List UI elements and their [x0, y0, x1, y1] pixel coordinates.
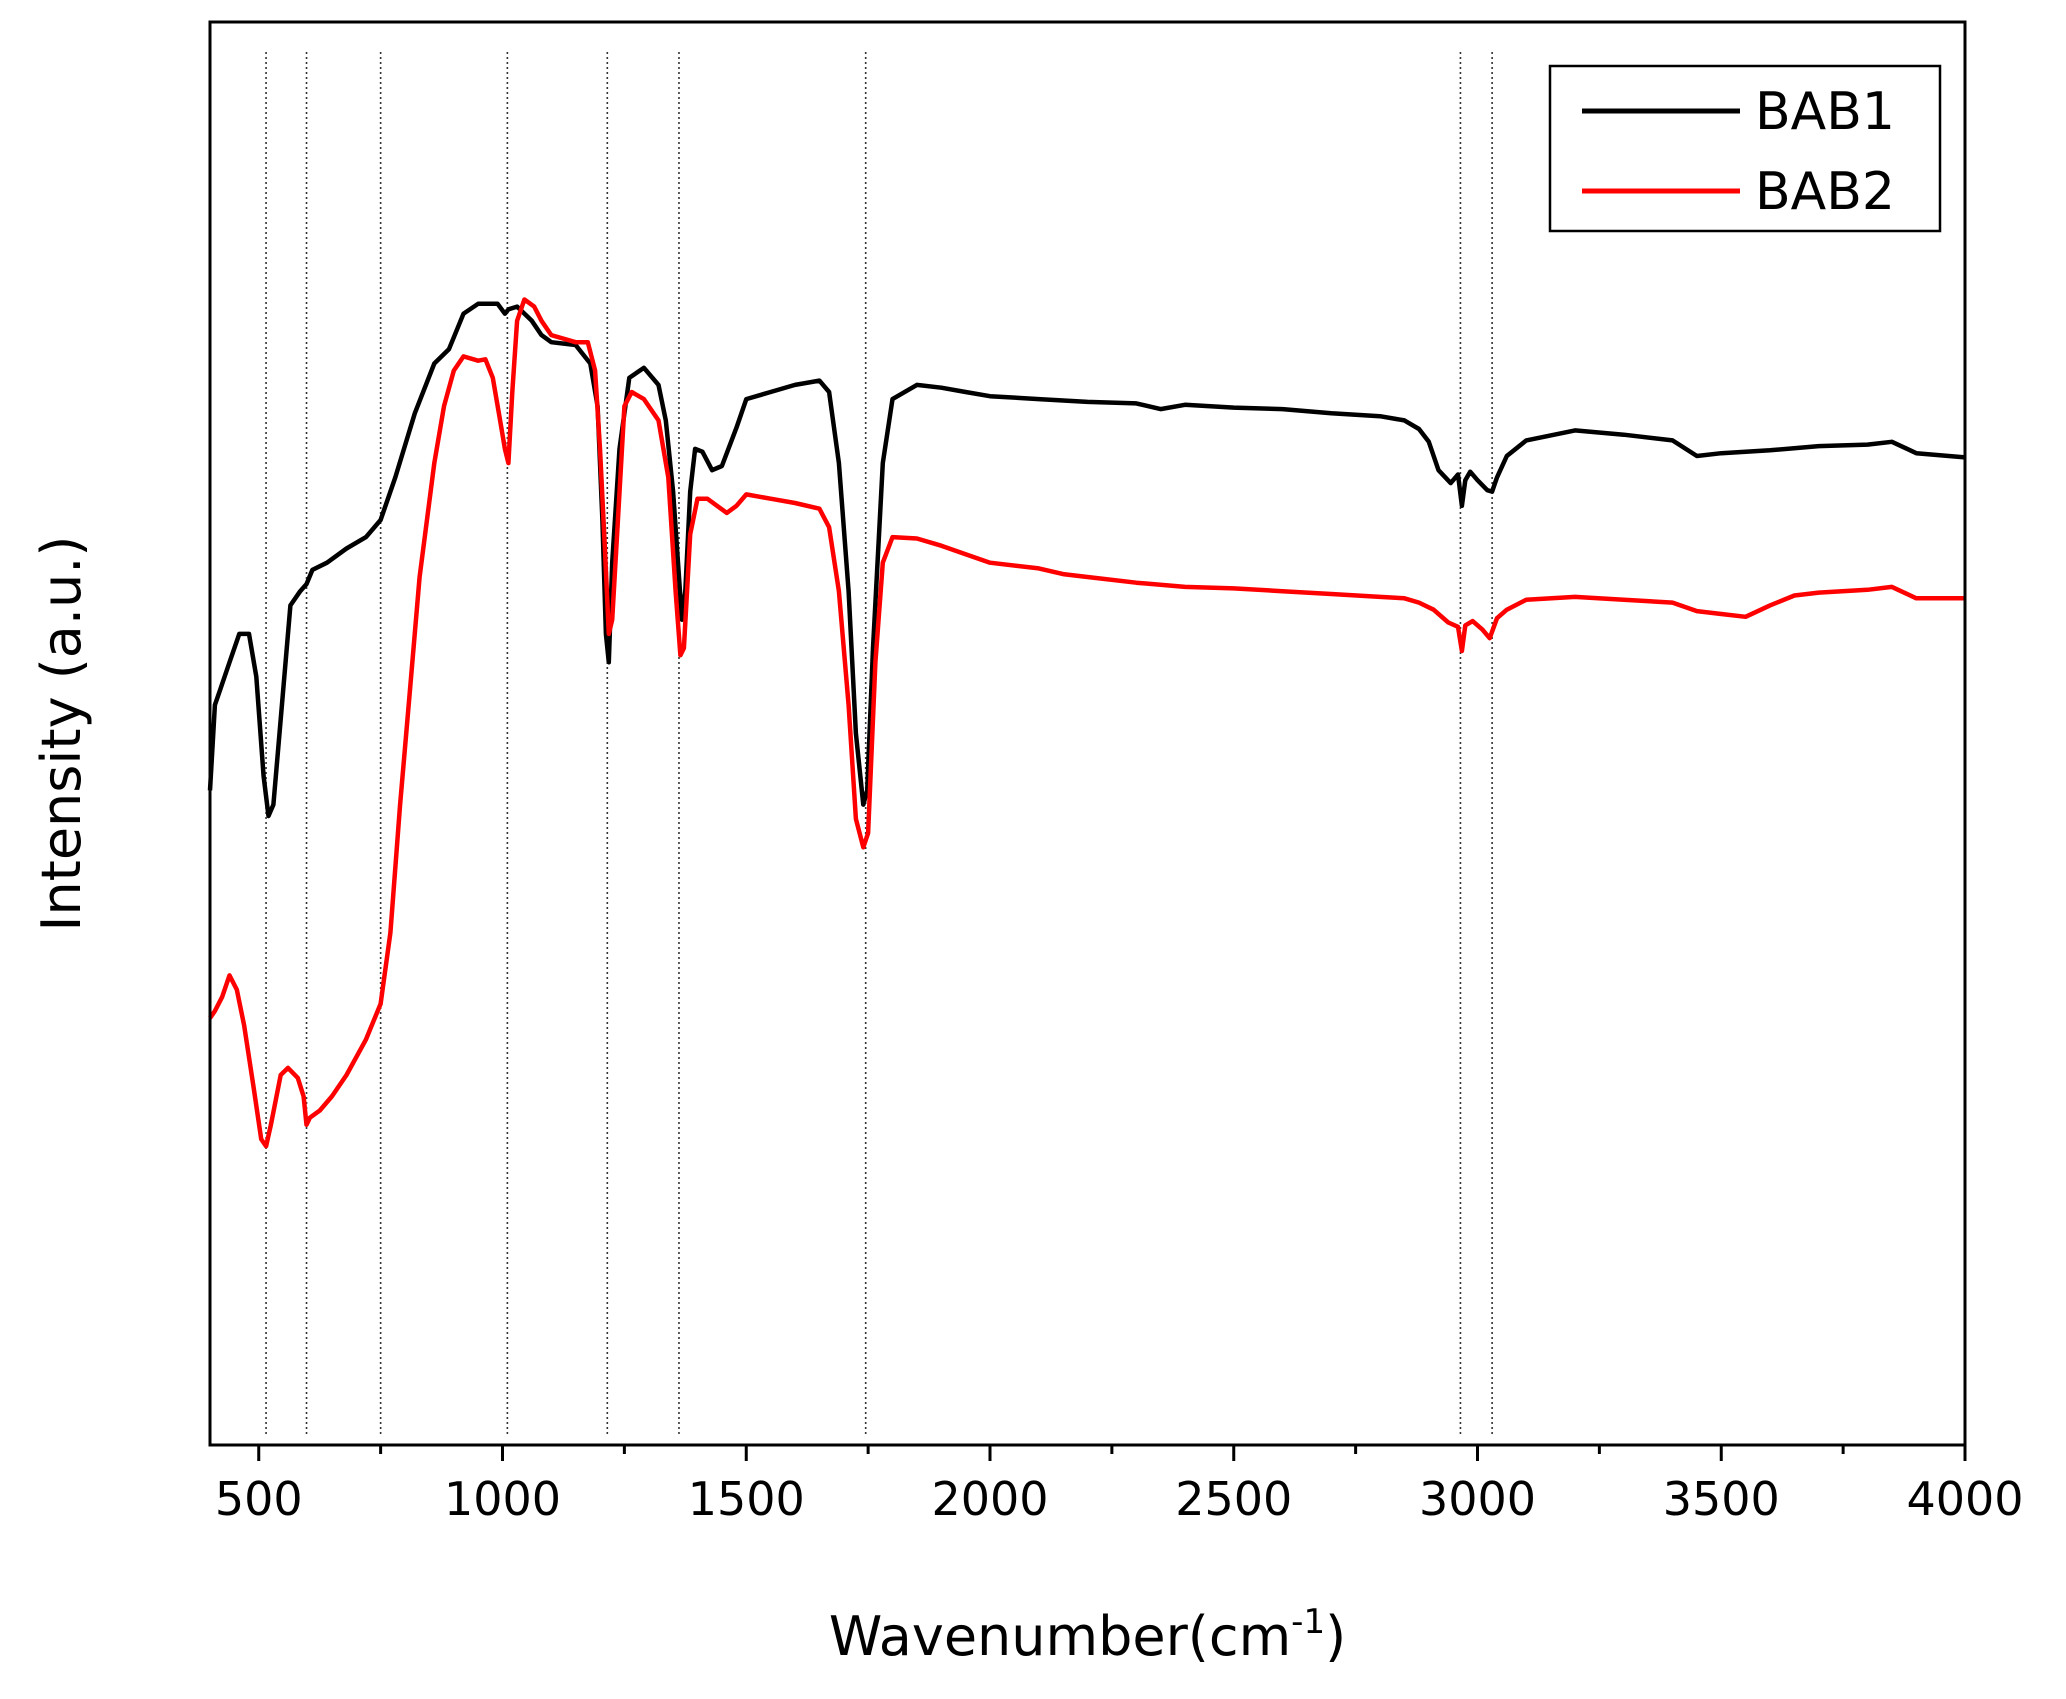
y-axis-title: Intensity (a.u.)	[30, 536, 93, 932]
legend-box	[1548, 64, 1942, 233]
reference-lines	[265, 52, 1493, 1435]
x-tick-label: 3000	[1419, 1472, 1536, 1526]
legend: BAB1 BAB2	[1548, 64, 1942, 233]
series-line-bab2	[208, 297, 1965, 1149]
x-tick-label: 2500	[1175, 1472, 1292, 1526]
series-layer	[207, 297, 1966, 1149]
x-tick-label: 1500	[688, 1472, 805, 1526]
x-tick-label: 4000	[1906, 1472, 2023, 1526]
x-tick-label: 2000	[931, 1472, 1048, 1526]
x-tick-label: 1000	[444, 1472, 561, 1526]
series-line-bab1	[207, 301, 1966, 819]
x-axis-title-superscript: -1	[1291, 1602, 1325, 1642]
x-axis-ticks	[257, 1445, 1967, 1461]
x-axis-title: Wavenumber(cm-1)	[829, 1602, 1346, 1668]
x-tick-label: 500	[215, 1472, 303, 1526]
legend-label-bab1: BAB1	[1755, 82, 1895, 142]
x-axis-tick-labels: 500 1000 1500 2000 2500 3000 3500 4000	[215, 1472, 2024, 1526]
legend-label-bab2: BAB2	[1755, 162, 1895, 222]
plot-frame	[208, 20, 1967, 1447]
x-tick-label: 3500	[1663, 1472, 1780, 1526]
